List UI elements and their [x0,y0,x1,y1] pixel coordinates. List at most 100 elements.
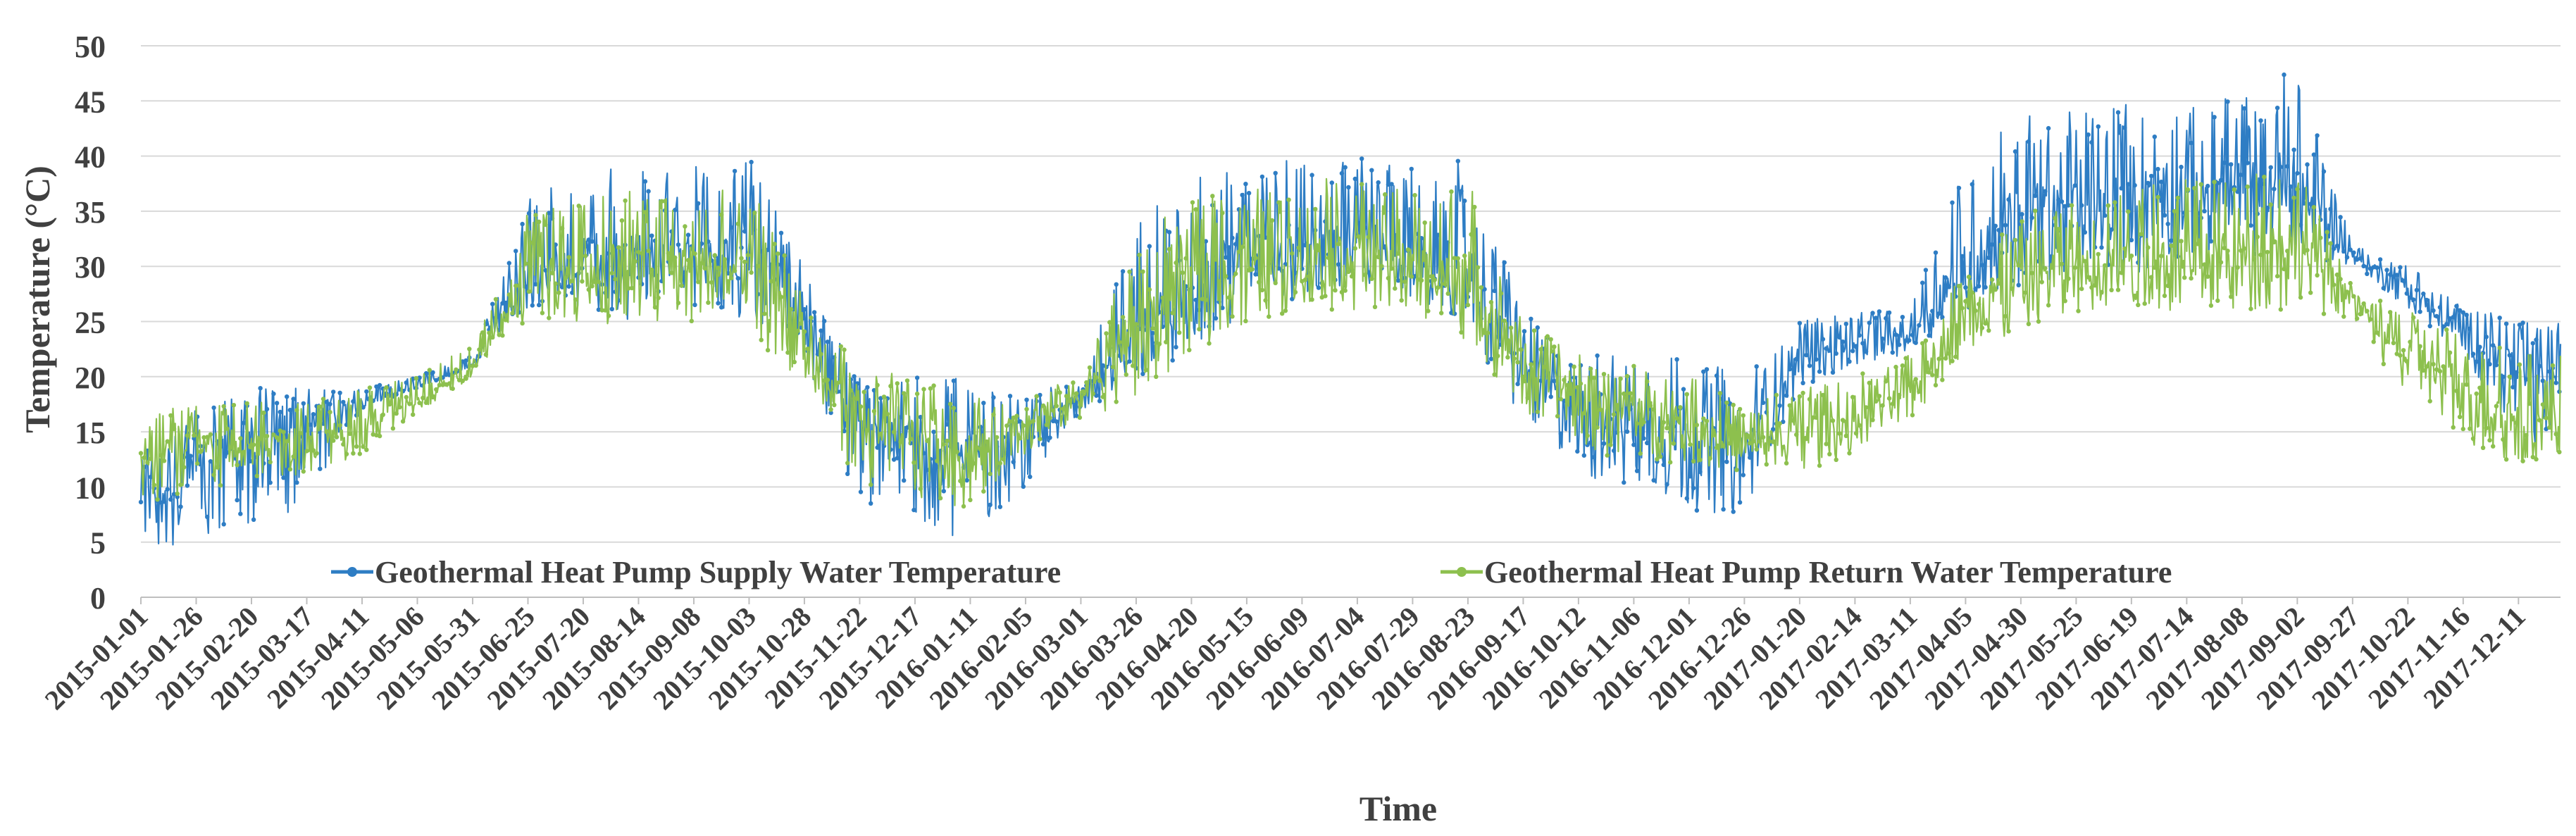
data-point [1393,286,1398,291]
data-point [2470,351,2476,356]
data-point [2082,258,2088,263]
data-point [1946,285,1951,289]
data-point [235,463,239,468]
data-point [161,458,167,463]
data-point [819,328,823,333]
data-point [2441,364,2446,369]
data-point [2179,164,2184,170]
data-point [2056,227,2061,232]
data-point [221,404,226,409]
data-point [981,489,986,494]
data-point [1383,192,1388,197]
data-point [1455,256,1460,261]
data-point [1983,285,1988,290]
data-point [175,491,180,497]
data-point [752,210,757,216]
data-point [1641,420,1646,425]
data-point [1874,316,1879,320]
data-point [251,517,256,522]
axes [140,597,2561,604]
data-point [1193,297,1198,303]
data-point [1886,310,1892,316]
data-point [490,335,495,340]
data-point [633,258,637,264]
data-point [1624,373,1630,379]
data-point [997,461,1003,466]
data-point [718,212,724,218]
data-point [1011,459,1016,465]
data-point [2033,208,2038,213]
data-point [673,208,678,213]
data-point [1568,391,1574,397]
data-point [2172,208,2177,214]
data-point [2291,147,2296,152]
data-point [2377,257,2383,262]
data-point [2434,367,2439,372]
data-point [1097,399,1102,404]
data-point [2079,286,2084,292]
data-point [1893,364,1898,370]
data-point [2451,315,2456,320]
data-point [244,401,249,406]
data-point [556,290,561,295]
data-point [248,444,253,449]
data-point [1993,287,1998,292]
data-point [722,257,728,262]
data-point [881,394,887,399]
data-point [799,321,804,326]
data-point [294,408,299,413]
data-point [2129,237,2134,243]
data-point [1943,356,1948,361]
data-point [1979,325,1985,330]
data-point [2175,195,2180,201]
data-point [941,442,947,447]
data-point [683,224,687,229]
data-point [208,432,213,437]
data-point [2036,319,2041,324]
data-point [2043,189,2048,194]
data-point [208,458,213,464]
data-point [652,305,658,310]
data-point [1877,309,1882,314]
data-point [1977,301,1981,307]
data-point [1024,397,1029,402]
data-point [1804,353,1809,358]
data-point [324,399,329,404]
data-point [1847,359,1852,364]
data-point [2431,308,2436,313]
data-point [685,232,691,237]
data-point [2503,321,2509,326]
data-point [1820,337,1826,342]
data-point [1157,342,1162,347]
data-point [251,442,256,447]
data-point [364,389,369,394]
data-point [175,494,180,499]
data-point [984,439,990,444]
data-point [1379,263,1384,269]
data-point [2278,164,2283,170]
data-point [2119,270,2124,275]
data-point [1817,369,1822,374]
data-point [2381,285,2386,291]
data-point [1737,406,1743,412]
data-point [2507,353,2512,358]
data-point [490,301,495,306]
data-point [1877,394,1882,399]
data-point [2039,280,2044,285]
data-point [1147,287,1152,292]
data-point [1605,453,1610,458]
data-point [2375,265,2379,270]
data-point [1263,298,1268,303]
data-point [1213,257,1219,262]
data-point [861,389,866,394]
data-point [1724,459,1729,464]
data-point [2358,311,2363,317]
data-point [1007,419,1013,424]
data-point [2457,308,2463,313]
data-point [258,436,263,441]
data-point [2072,183,2077,188]
data-point [2503,457,2509,462]
data-point [1226,245,1232,250]
data-point [1791,418,1796,423]
